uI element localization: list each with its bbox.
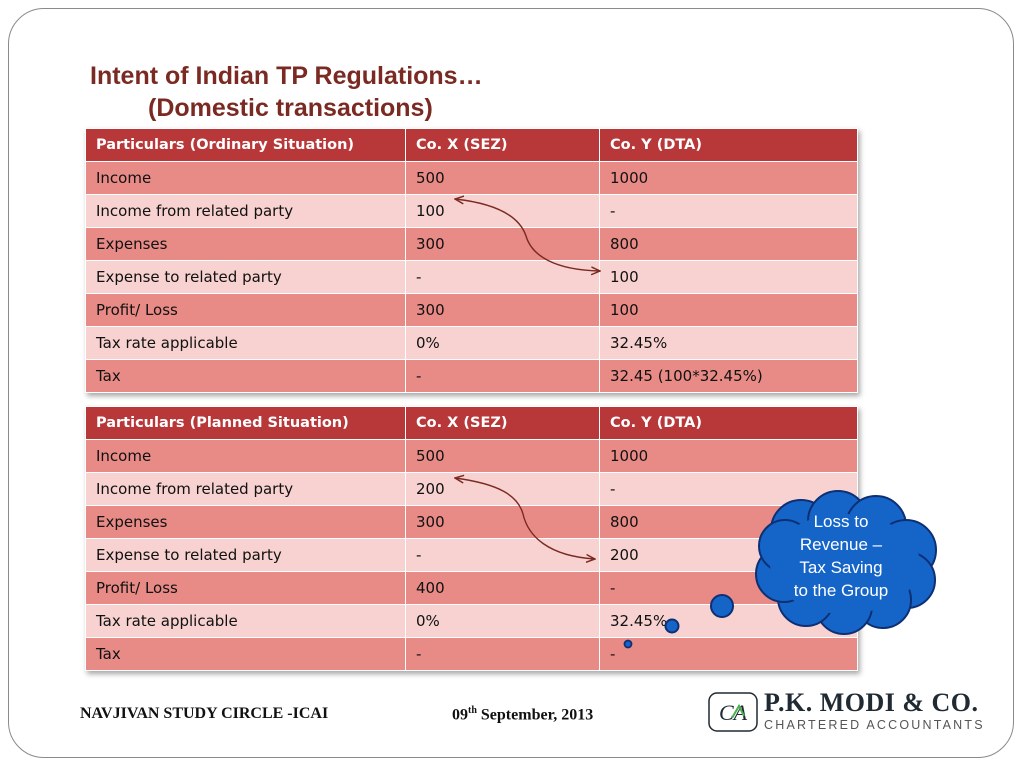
table-cell: 100	[405, 194, 600, 228]
table-cell: 32.45%	[599, 326, 858, 360]
tax-saving-callout: Loss to Revenue – Tax Saving to the Grou…	[700, 488, 960, 648]
table-cell: 800	[599, 227, 858, 261]
table-cell: -	[599, 194, 858, 228]
slide-title-line2: (Domestic transactions)	[148, 94, 433, 122]
table-cell: Income	[85, 439, 406, 473]
column-header-particulars: Particulars (Planned Situation)	[85, 406, 406, 440]
date-day: 09	[452, 706, 468, 724]
table-cell: -	[405, 359, 600, 393]
slide-title: Intent of Indian TP Regulations… (Domest…	[90, 60, 483, 124]
table-row: Tax rate applicable 0% 32.45%	[85, 604, 858, 638]
table-cell: 500	[405, 161, 600, 195]
date-rest: September, 2013	[476, 706, 594, 724]
table-cell: -	[599, 472, 858, 506]
table-cell: -	[405, 260, 600, 294]
table-cell: -	[599, 637, 858, 671]
ca-logo-icon: CA	[708, 692, 758, 732]
firm-name: P.K. MODI & CO.	[764, 688, 979, 717]
table-row: Tax - 32.45 (100*32.45%)	[85, 359, 858, 393]
table-cell: -	[405, 538, 600, 572]
firm-subtitle: CHARTERED ACCOUNTANTS	[764, 718, 985, 732]
thought-bubble-dot-small	[623, 639, 633, 649]
column-header-co-x: Co. X (SEZ)	[405, 128, 600, 162]
table-cell: 100	[599, 293, 858, 327]
table-cell: Tax rate applicable	[85, 604, 406, 638]
table-cell: 200	[405, 472, 600, 506]
table-cell: Income	[85, 161, 406, 195]
table-header-row: Particulars (Ordinary Situation) Co. X (…	[85, 128, 858, 162]
callout-text: Loss to Revenue – Tax Saving to the Grou…	[793, 512, 889, 600]
footer-organization: NAVJIVAN STUDY CIRCLE -ICAI	[80, 705, 329, 722]
table-cell: Tax rate applicable	[85, 326, 406, 360]
date-suffix: th	[468, 705, 477, 716]
table-row: Income 500 1000	[85, 439, 858, 473]
thought-bubble-dots	[664, 618, 680, 634]
thought-cloud-icon	[710, 490, 937, 635]
table-cell: Profit/ Loss	[85, 571, 406, 605]
table-cell: 1000	[599, 161, 858, 195]
table-row: Expenses 300 800	[85, 227, 858, 261]
table-cell: 0%	[405, 604, 600, 638]
table-cell: Income from related party	[85, 194, 406, 228]
table-cell: 500	[405, 439, 600, 473]
column-header-particulars: Particulars (Ordinary Situation)	[85, 128, 406, 162]
table-cell: 0%	[405, 326, 600, 360]
table-cell: 100	[599, 260, 858, 294]
table-row: Profit/ Loss 400 -	[85, 571, 858, 605]
table-cell: -	[405, 637, 600, 671]
slide-title-line1: Intent of Indian TP Regulations…	[90, 62, 483, 90]
table-row: Income from related party 100 -	[85, 194, 858, 228]
table-cell: Tax	[85, 359, 406, 393]
column-header-co-y: Co. Y (DTA)	[599, 406, 858, 440]
table-cell: Expenses	[85, 227, 406, 261]
table-cell: 300	[405, 505, 600, 539]
column-header-co-y: Co. Y (DTA)	[599, 128, 858, 162]
table-cell: 300	[405, 293, 600, 327]
table-row: Tax rate applicable 0% 32.45%	[85, 326, 858, 360]
table-cell: Tax	[85, 637, 406, 671]
table-header-row: Particulars (Planned Situation) Co. X (S…	[85, 406, 858, 440]
table-cell: Expenses	[85, 505, 406, 539]
table-cell: 300	[405, 227, 600, 261]
table-cell: Expense to related party	[85, 260, 406, 294]
table-cell: 32.45 (100*32.45%)	[599, 359, 858, 393]
table-cell: Income from related party	[85, 472, 406, 506]
table-row: Income 500 1000	[85, 161, 858, 195]
table-cell: Expense to related party	[85, 538, 406, 572]
table-cell: Profit/ Loss	[85, 293, 406, 327]
table-row: Profit/ Loss 300 100	[85, 293, 858, 327]
slide-frame	[8, 8, 1014, 758]
ordinary-situation-table: Particulars (Ordinary Situation) Co. X (…	[85, 128, 858, 393]
table-row: Expense to related party - 100	[85, 260, 858, 294]
table-cell: 1000	[599, 439, 858, 473]
column-header-co-x: Co. X (SEZ)	[405, 406, 600, 440]
footer-date: 09th September, 2013	[452, 705, 593, 724]
table-row: Tax - -	[85, 637, 858, 671]
table-cell: 400	[405, 571, 600, 605]
